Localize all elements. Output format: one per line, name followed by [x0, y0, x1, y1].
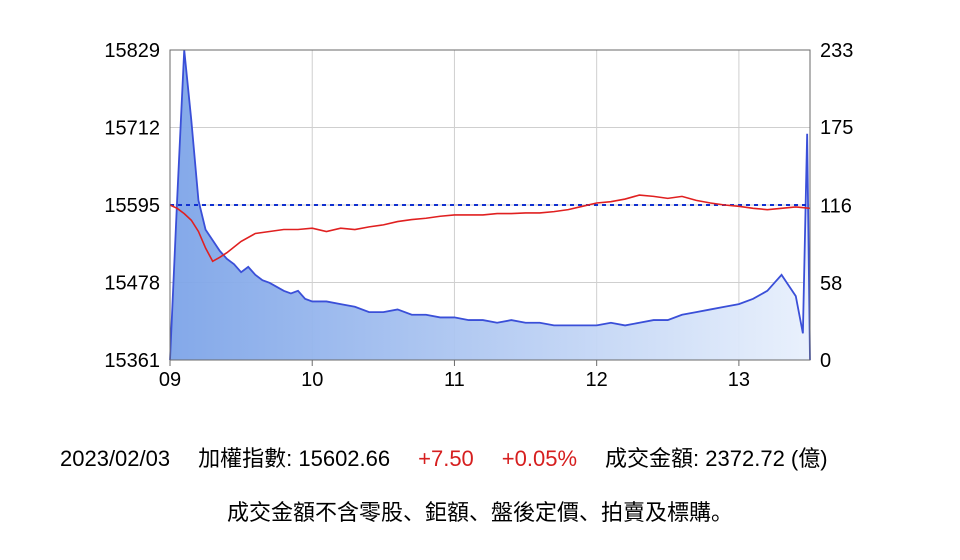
svg-text:15595: 15595	[104, 195, 160, 217]
svg-text:09: 09	[159, 369, 181, 391]
footer-row-stats: 2023/02/03 加權指數: 15602.66 +7.50 +0.05% 成…	[60, 438, 900, 480]
svg-text:15829: 15829	[104, 40, 160, 62]
svg-text:11: 11	[444, 369, 465, 391]
footer-index-label: 加權指數:	[198, 446, 292, 471]
svg-text:0: 0	[820, 350, 831, 372]
intraday-chart: 15361 15478 15595 15712 15829 0 58 116 175 233 09 1…	[60, 40, 900, 410]
svg-text:15478: 15478	[104, 273, 160, 295]
svg-text:12: 12	[586, 369, 608, 391]
svg-text:15361: 15361	[104, 350, 160, 372]
footer-change-pct: +0.05%	[502, 438, 577, 480]
footer-amount-label: 成交金額:	[605, 446, 699, 471]
svg-text:10: 10	[301, 369, 323, 391]
svg-text:116: 116	[820, 196, 852, 218]
page-root: 15361 15478 15595 15712 15829 0 58 116 175 233 09 1…	[0, 0, 960, 560]
footer-index-value: 15602.66	[298, 446, 390, 471]
footer-index: 加權指數: 15602.66	[198, 438, 390, 480]
footer-amount-value: 2372.72 (億)	[705, 446, 827, 471]
footer-date: 2023/02/03	[60, 438, 170, 480]
chart-svg: 15361 15478 15595 15712 15829 0 58 116 175 233 09 1…	[60, 40, 880, 410]
svg-text:13: 13	[728, 369, 750, 391]
svg-text:233: 233	[820, 40, 853, 62]
footer-note: 成交金額不含零股、鉅額、盤後定價、拍賣及標購。	[60, 492, 900, 534]
footer-amount: 成交金額: 2372.72 (億)	[605, 438, 828, 480]
svg-text:175: 175	[820, 117, 853, 139]
svg-text:58: 58	[820, 273, 842, 295]
chart-footer: 2023/02/03 加權指數: 15602.66 +7.50 +0.05% 成…	[60, 438, 900, 534]
footer-change-abs: +7.50	[418, 438, 474, 480]
svg-text:15712: 15712	[104, 118, 160, 140]
